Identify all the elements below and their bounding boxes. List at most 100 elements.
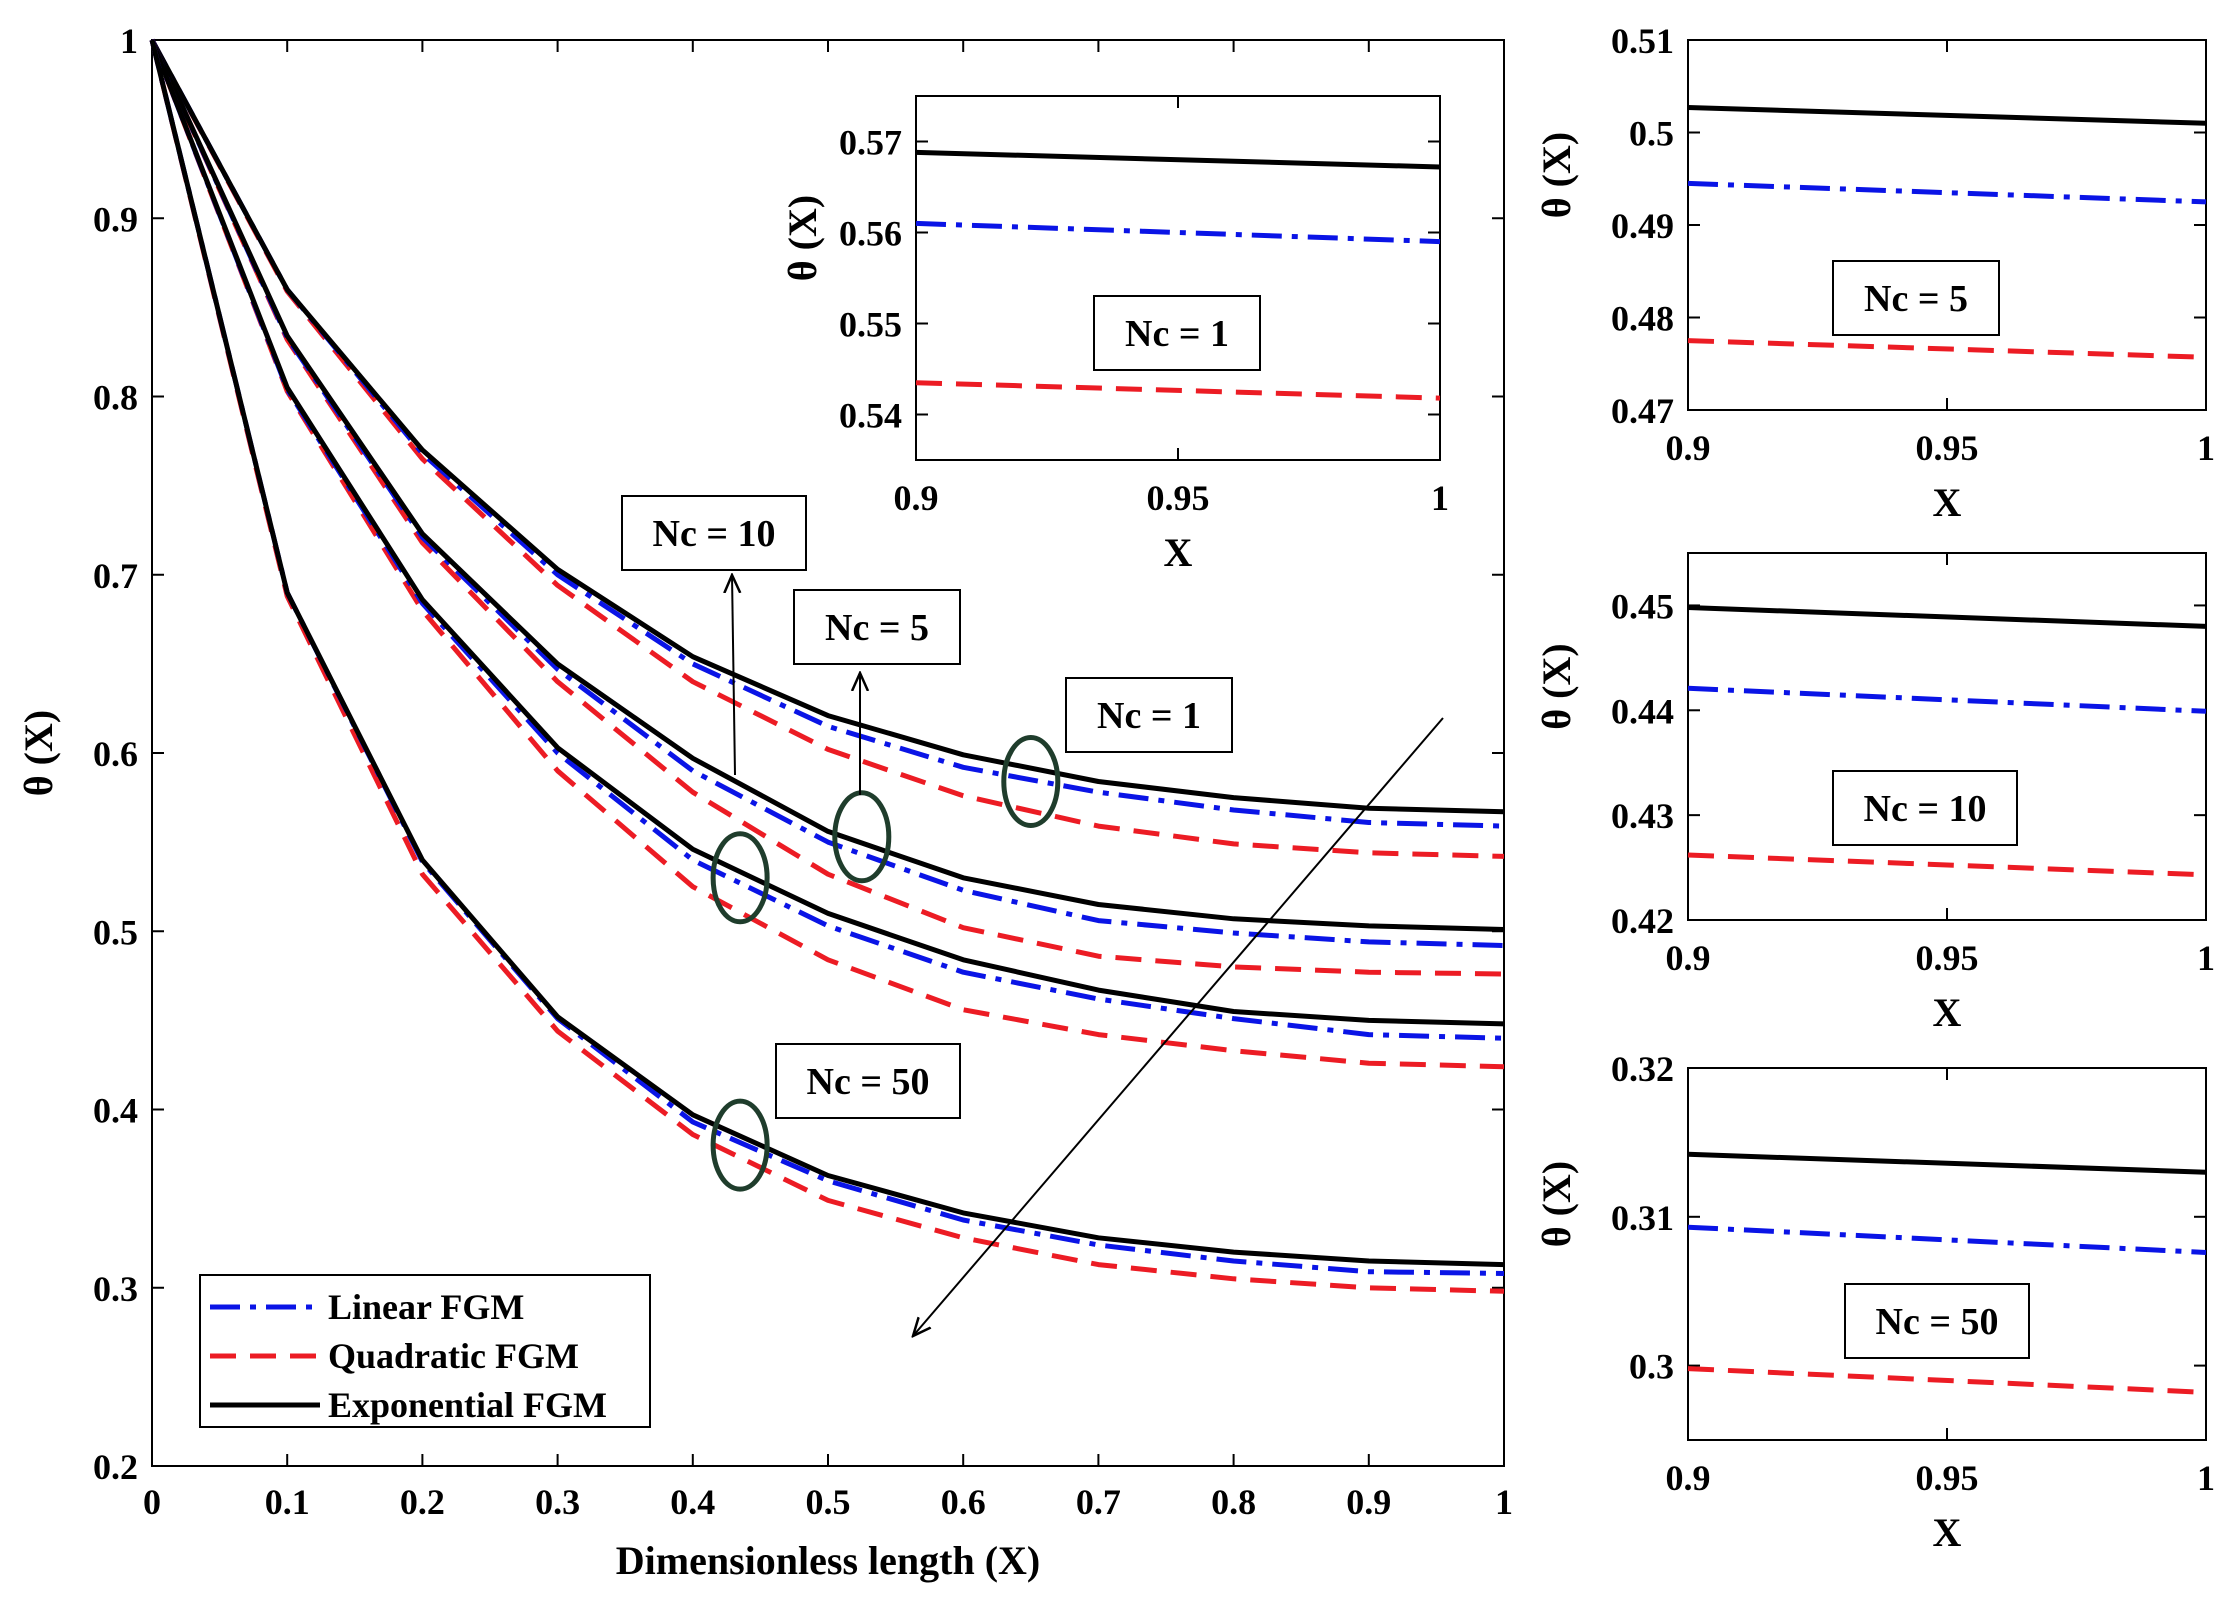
right-nc50-label: Nc = 50 (1876, 1301, 1999, 1343)
inset-nc1-y-axis-label: θ (X) (780, 195, 825, 281)
main-xtick-label: 0.5 (806, 1482, 851, 1522)
main-quadratic-line-0 (149, 38, 1505, 859)
right-nc5-ytick-label: 0.48 (1611, 299, 1674, 339)
main-exponential-line-3 (149, 39, 1505, 1268)
right-nc50-label-box (1844, 1283, 2030, 1359)
main-xtick-label: 0.1 (265, 1482, 310, 1522)
right-nc50-xtick-label: 0.95 (1916, 1458, 1979, 1498)
right-nc10-exponential-line (1687, 605, 2207, 629)
right-nc50-exponential-line (1687, 1151, 2207, 1175)
group-marker-ellipse (1001, 735, 1061, 829)
main-y-axis-label: θ (X) (16, 710, 61, 796)
inset-nc1-x-axis-label: X (1164, 530, 1193, 575)
main-quadratic-line-2 (149, 39, 1505, 1070)
right-nc10-xtick-label: 0.9 (1666, 938, 1711, 978)
main-quadratic-line-3 (149, 39, 1505, 1294)
inset-nc1-background (916, 96, 1440, 460)
main-exponential-line-0 (149, 38, 1505, 815)
main-xtick-label: 0.4 (670, 1482, 715, 1522)
main-ytick-label: 0.8 (93, 378, 138, 418)
right-nc10-ytick-label: 0.44 (1611, 691, 1674, 731)
right-nc50-ytick-label: 0.3 (1629, 1347, 1674, 1387)
label-nc1-box (1065, 677, 1233, 753)
right-nc5-chart: 0.9 0.95 1 0.47 0.48 0.49 0.5 0.51 Xθ (X) Nc = 5 (1534, 21, 2215, 525)
label-nc10-box (621, 495, 807, 571)
legend-frame (199, 1274, 651, 1428)
main-ytick-label: 0.5 (93, 912, 138, 952)
main-xtick-label: 0.7 (1076, 1482, 1121, 1522)
group-marker-ellipse (832, 790, 892, 884)
right-nc10-chart: 0.9 0.95 1 0.42 0.43 0.44 0.45 Xθ (X) Nc = 10 (1534, 552, 2215, 1035)
arrow-increasing-nc (913, 717, 1444, 1336)
main-xtick-label: 0.3 (535, 1482, 580, 1522)
label-nc1: Nc = 1 (1097, 695, 1201, 737)
right-nc10-ytick-label: 0.42 (1611, 901, 1674, 941)
main-ytick-label: 0.2 (93, 1447, 138, 1487)
label-nc5-box (793, 589, 961, 665)
main-xtick-label: 0.9 (1346, 1482, 1391, 1522)
right-nc50-xtick-label: 1 (2197, 1458, 2215, 1498)
inset-nc1-xtick-label: 0.9 (894, 478, 939, 518)
main-x-axis-label: Dimensionless length (X) (616, 1538, 1040, 1583)
inset-nc1-exponential-line (915, 149, 1441, 170)
main-xtick-label: 1 (1495, 1482, 1513, 1522)
right-nc5-ytick-label: 0.49 (1611, 206, 1674, 246)
right-nc5-label-box (1832, 260, 2000, 336)
inset-nc1-xtick-label: 1 (1431, 478, 1449, 518)
inset-nc1-ytick-label: 0.54 (839, 396, 902, 436)
right-nc10-label: Nc = 10 (1864, 788, 1987, 830)
right-nc50-xtick-label: 0.9 (1666, 1458, 1711, 1498)
main-ytick-label: 1 (120, 21, 138, 61)
label-nc50: Nc = 50 (807, 1061, 930, 1103)
right-nc10-xtick-label: 0.95 (1916, 938, 1979, 978)
inset-nc1-xtick-label: 0.95 (1147, 478, 1210, 518)
right-nc50-y-axis-label: θ (X) (1534, 1161, 1579, 1247)
main-ytick-label: 0.3 (93, 1269, 138, 1309)
right-nc10-linear-line (1687, 685, 2207, 714)
right-nc10-label-box (1832, 770, 2018, 846)
right-nc5-xtick-label: 0.95 (1916, 428, 1979, 468)
inset-nc1-label-box (1093, 295, 1261, 371)
inset-nc1-ytick-label: 0.57 (839, 123, 902, 163)
inset-nc1-label: Nc = 1 (1125, 313, 1229, 355)
right-nc5-ytick-label: 0.5 (1629, 114, 1674, 154)
main-xtick-label: 0 (143, 1482, 161, 1522)
right-nc50-ytick-label: 0.32 (1611, 1049, 1674, 1089)
right-nc50-ytick-label: 0.31 (1611, 1198, 1674, 1238)
main-exponential-line-2 (149, 39, 1505, 1027)
right-nc10-x-axis-label: X (1933, 990, 1962, 1035)
right-nc50-quadratic-line (1687, 1366, 2207, 1395)
right-nc5-x-axis-label: X (1933, 480, 1962, 525)
right-nc5-y-axis-label: θ (X) (1534, 132, 1579, 218)
legend: Linear FGM Quadratic FGM Exponential FGM (199, 1274, 651, 1428)
arrow-nc10 (732, 575, 735, 776)
main-xtick-label: 0.6 (941, 1482, 986, 1522)
main-chart: 0 0.1 0.2 0.3 0.4 0.5 0.6 0.7 0.8 0.9 1 0.2 0.3 0.4 0.… (16, 21, 1513, 1583)
right-nc5-exponential-line (1687, 105, 2207, 126)
right-nc5-quadratic-line (1687, 338, 2207, 360)
right-nc5-xtick-label: 0.9 (1666, 428, 1711, 468)
main-xtick-label: 0.2 (400, 1482, 445, 1522)
right-nc10-y-axis-label: θ (X) (1534, 643, 1579, 729)
right-nc50-x-axis-label: X (1933, 1510, 1962, 1555)
label-nc50-box (775, 1043, 961, 1119)
inset-nc1-chart: 0.9 0.95 1 0.54 0.55 0.56 0.57 Xθ (X) Nc = 1 (780, 95, 1449, 575)
right-nc10-ytick-label: 0.45 (1611, 586, 1674, 626)
main-ytick-label: 0.4 (93, 1091, 138, 1131)
right-nc50-linear-line (1687, 1224, 2207, 1255)
label-nc5: Nc = 5 (825, 607, 929, 649)
right-nc5-label: Nc = 5 (1864, 278, 1968, 320)
main-ytick-label: 0.7 (93, 556, 138, 596)
main-ytick-label: 0.6 (93, 734, 138, 774)
right-nc5-xtick-label: 1 (2197, 428, 2215, 468)
inset-nc1-ytick-label: 0.55 (839, 305, 902, 345)
main-exponential-line-1 (149, 38, 1505, 932)
inset-nc1-ytick-label: 0.56 (839, 214, 902, 254)
main-xtick-label: 0.8 (1211, 1482, 1256, 1522)
inset-nc1-linear-line (915, 220, 1441, 245)
right-nc5-ytick-label: 0.51 (1611, 21, 1674, 61)
group-marker-ellipse (710, 1098, 770, 1192)
legend-quadratic-label: Quadratic FGM (328, 1336, 579, 1376)
inset-nc1-quadratic-line (915, 380, 1441, 401)
